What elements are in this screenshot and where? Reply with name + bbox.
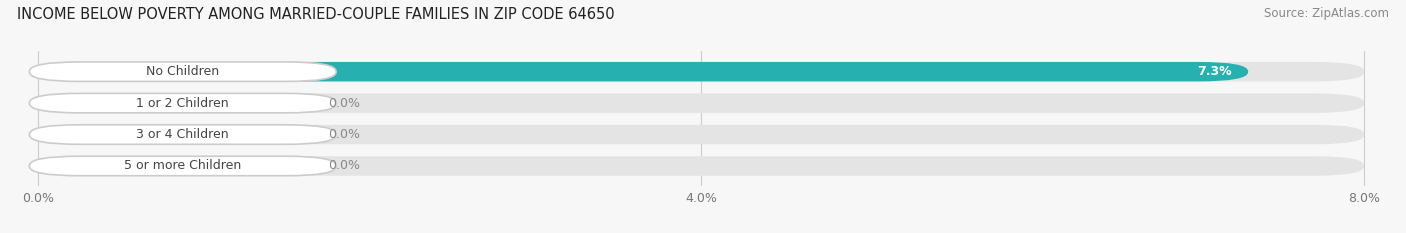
FancyBboxPatch shape bbox=[38, 156, 1364, 176]
Text: Source: ZipAtlas.com: Source: ZipAtlas.com bbox=[1264, 7, 1389, 20]
FancyBboxPatch shape bbox=[38, 93, 1364, 113]
FancyBboxPatch shape bbox=[38, 156, 302, 176]
FancyBboxPatch shape bbox=[30, 93, 336, 113]
Text: 5 or more Children: 5 or more Children bbox=[124, 159, 242, 172]
Text: 1 or 2 Children: 1 or 2 Children bbox=[136, 97, 229, 110]
Text: 0.0%: 0.0% bbox=[328, 128, 360, 141]
Text: 3 or 4 Children: 3 or 4 Children bbox=[136, 128, 229, 141]
Text: 7.3%: 7.3% bbox=[1197, 65, 1232, 78]
Text: 0.0%: 0.0% bbox=[328, 159, 360, 172]
FancyBboxPatch shape bbox=[30, 156, 336, 176]
FancyBboxPatch shape bbox=[38, 125, 1364, 144]
Text: 0.0%: 0.0% bbox=[328, 97, 360, 110]
Text: INCOME BELOW POVERTY AMONG MARRIED-COUPLE FAMILIES IN ZIP CODE 64650: INCOME BELOW POVERTY AMONG MARRIED-COUPL… bbox=[17, 7, 614, 22]
FancyBboxPatch shape bbox=[38, 62, 1364, 81]
Text: No Children: No Children bbox=[146, 65, 219, 78]
FancyBboxPatch shape bbox=[30, 62, 336, 81]
FancyBboxPatch shape bbox=[38, 125, 302, 144]
FancyBboxPatch shape bbox=[30, 125, 336, 144]
FancyBboxPatch shape bbox=[38, 93, 302, 113]
FancyBboxPatch shape bbox=[38, 62, 1249, 81]
